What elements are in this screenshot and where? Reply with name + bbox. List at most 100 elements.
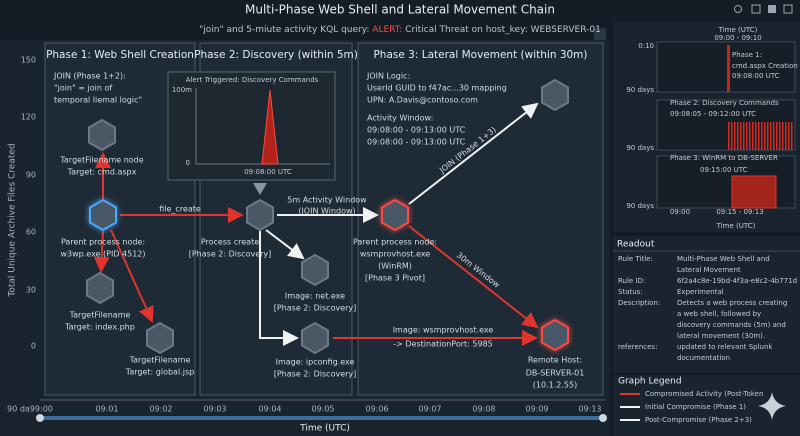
label: wsmprovhost.exe — [360, 250, 430, 259]
label: Time (UTC) — [716, 222, 756, 230]
subtitle-suffix: Critical Threat on host_key: WEBSERVER-0… — [402, 25, 601, 35]
label: Lateral Movement — [677, 266, 741, 274]
label: Image: ipconfig.exe — [276, 358, 355, 367]
menu-icon[interactable] — [783, 4, 793, 14]
label: JOIN Logic: — [366, 72, 410, 81]
phase2-stripe — [743, 122, 745, 150]
label: 90 days — [626, 202, 654, 210]
label: Remote Host: — [528, 356, 582, 365]
node — [301, 321, 329, 355]
label: Phase 1: — [732, 51, 762, 59]
phase2-stripe — [755, 122, 757, 150]
label: 60 — [26, 228, 36, 237]
label: cmd.aspx Creation — [732, 62, 798, 70]
panel-icon[interactable] — [768, 5, 776, 13]
edge — [265, 229, 305, 260]
label: UserId GUID to f47ac...30 mapping — [367, 84, 507, 93]
label: 09:01 — [95, 405, 118, 414]
sparkle-icon — [758, 392, 786, 420]
label: discovery commands (5m) and — [677, 321, 786, 329]
phase2-stripe — [779, 122, 781, 150]
phase2-stripe — [740, 122, 742, 150]
label: (10.1.2.55) — [533, 381, 577, 390]
label: 09:00 — [670, 208, 690, 216]
label: 09:02 — [149, 405, 172, 414]
label: 120 — [21, 113, 36, 122]
label: 30 — [26, 286, 36, 295]
label: documentation — [677, 354, 730, 362]
alert-word: ALERT: — [372, 25, 402, 35]
label: Rule Title: — [618, 255, 653, 263]
label: updated to relevant Splunk — [677, 343, 773, 351]
label: 0:10 — [638, 42, 654, 50]
label: 09:08:00 - 09:13:00 UTC — [367, 126, 466, 135]
label: 90 — [26, 171, 36, 180]
label: Target: global.jsp — [125, 368, 194, 377]
node — [541, 318, 569, 352]
mini-chart — [656, 99, 796, 151]
phase2-stripe — [746, 122, 748, 150]
label: Multi-Phase Web Shell and Lateral Moveme… — [245, 3, 555, 17]
label: Phase 1: Web Shell Creation — [46, 49, 194, 61]
node — [86, 271, 114, 305]
phase2-stripe — [737, 122, 739, 150]
label: 09:04 — [258, 405, 281, 414]
edge — [408, 225, 539, 329]
phase2-stripe — [770, 122, 772, 150]
search-icon[interactable] — [734, 5, 742, 13]
label: [Phase 2: Discovery] — [274, 304, 357, 313]
phase2-stripe — [791, 122, 793, 150]
phase2-stripe — [785, 122, 787, 150]
label: a web shell, followed by — [677, 310, 761, 318]
label: (JOIN Window) — [298, 207, 355, 216]
label: references: — [618, 343, 657, 351]
label: [Phase 2: Discovery] — [274, 370, 357, 379]
label: Activity Window: — [367, 114, 433, 123]
label: Parent process node: — [61, 238, 145, 247]
label: 09:08:00 UTC — [732, 72, 780, 80]
label: 09:15 - 09:13 — [716, 208, 763, 216]
label: 09:08 — [472, 405, 495, 414]
expand-button[interactable] — [594, 28, 606, 40]
phase2-stripe — [788, 122, 790, 150]
phase2-stripe — [776, 122, 778, 150]
edge — [93, 230, 110, 273]
label: 09:08:05 - 09:12:00 UTC — [670, 110, 756, 118]
label: 90 da99:00 — [7, 405, 53, 414]
label: Status: — [618, 288, 643, 296]
phase1-bar — [727, 45, 730, 92]
label: 09:09 — [525, 405, 548, 414]
label: [Phase 2: Discovery] — [189, 250, 272, 259]
label: JOIN (Phase 1+2): — [53, 72, 126, 81]
phase2-stripe — [761, 122, 763, 150]
phase3-block — [731, 175, 777, 209]
toolbar-icons[interactable] — [594, 4, 793, 40]
label: Image: net.exe — [285, 292, 345, 301]
label: DB-SERVER-01 — [526, 369, 585, 378]
label: [Phase 3 Pivot] — [365, 274, 425, 283]
label: 90 days — [626, 144, 654, 152]
label: Target: index.php — [64, 323, 135, 332]
label: Process create — [201, 238, 259, 247]
label: Alert Triggered: Discovery Commands — [186, 76, 319, 84]
readout-panel — [613, 236, 800, 372]
label: Rule ID: — [618, 277, 645, 285]
node — [301, 253, 329, 287]
edge — [259, 231, 299, 346]
label: Detects a web process creating — [677, 299, 787, 307]
label: UPN: A.Davis@contoso.com — [367, 96, 478, 105]
label: 09:00 - 09:10 — [714, 34, 761, 42]
scroll-handle — [36, 414, 44, 422]
label: 09:07 — [418, 405, 441, 414]
phase2-stripe — [749, 122, 751, 150]
node — [541, 78, 569, 112]
label: 09:03 — [203, 405, 226, 414]
layout-icon[interactable] — [751, 4, 761, 14]
label: Description: — [618, 299, 660, 307]
alert-pointer — [253, 183, 267, 195]
scrollbar — [40, 416, 605, 420]
label: 6f2a4c8e-19bd-4f3a-e8c2-4b771d — [677, 277, 797, 285]
node — [381, 198, 409, 232]
phase2-stripe — [758, 122, 760, 150]
subtitle-prefix: "join" and 5-miute activity KQL query: — [199, 25, 372, 35]
